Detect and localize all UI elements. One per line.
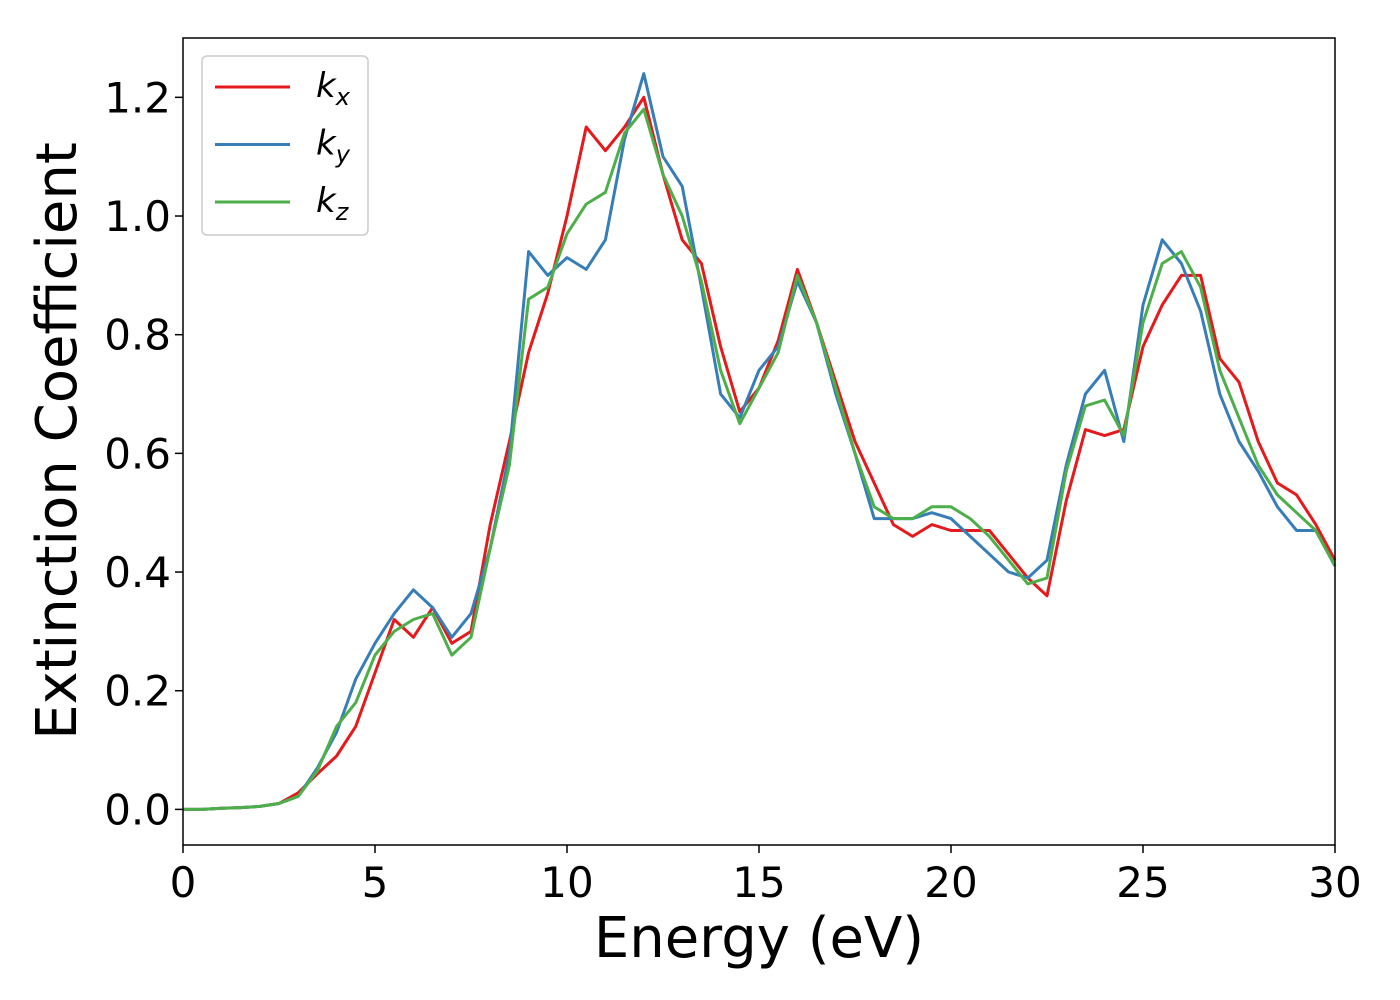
x-tick-label: 10 xyxy=(540,858,593,907)
x-tick-label: 30 xyxy=(1308,858,1361,907)
legend-label: kx xyxy=(316,66,351,111)
series-line xyxy=(183,72,1337,811)
x-tick-label: 25 xyxy=(1116,858,1169,907)
legend-label: ky xyxy=(316,124,351,169)
y-tick-label: 0.8 xyxy=(104,311,171,360)
series-line xyxy=(183,107,1337,811)
legend-label: kz xyxy=(316,181,350,226)
y-tick-label: 1.2 xyxy=(104,73,171,122)
plot-frame xyxy=(182,37,1336,846)
x-tick-label: 20 xyxy=(924,858,977,907)
y-tick-label: 0.2 xyxy=(104,667,171,716)
x-tick-label: 15 xyxy=(732,858,785,907)
y-tick-label: 0.6 xyxy=(104,429,171,478)
y-tick-label: 1.0 xyxy=(104,192,171,241)
y-tick-label: 0.0 xyxy=(104,785,171,834)
y-axis-label: Extinction Coefficient xyxy=(25,142,90,740)
x-tick-label: 0 xyxy=(170,858,197,907)
x-axis-label: Energy (eV) xyxy=(594,906,924,971)
x-tick-label: 5 xyxy=(362,858,389,907)
y-tick-label: 0.4 xyxy=(104,548,171,597)
